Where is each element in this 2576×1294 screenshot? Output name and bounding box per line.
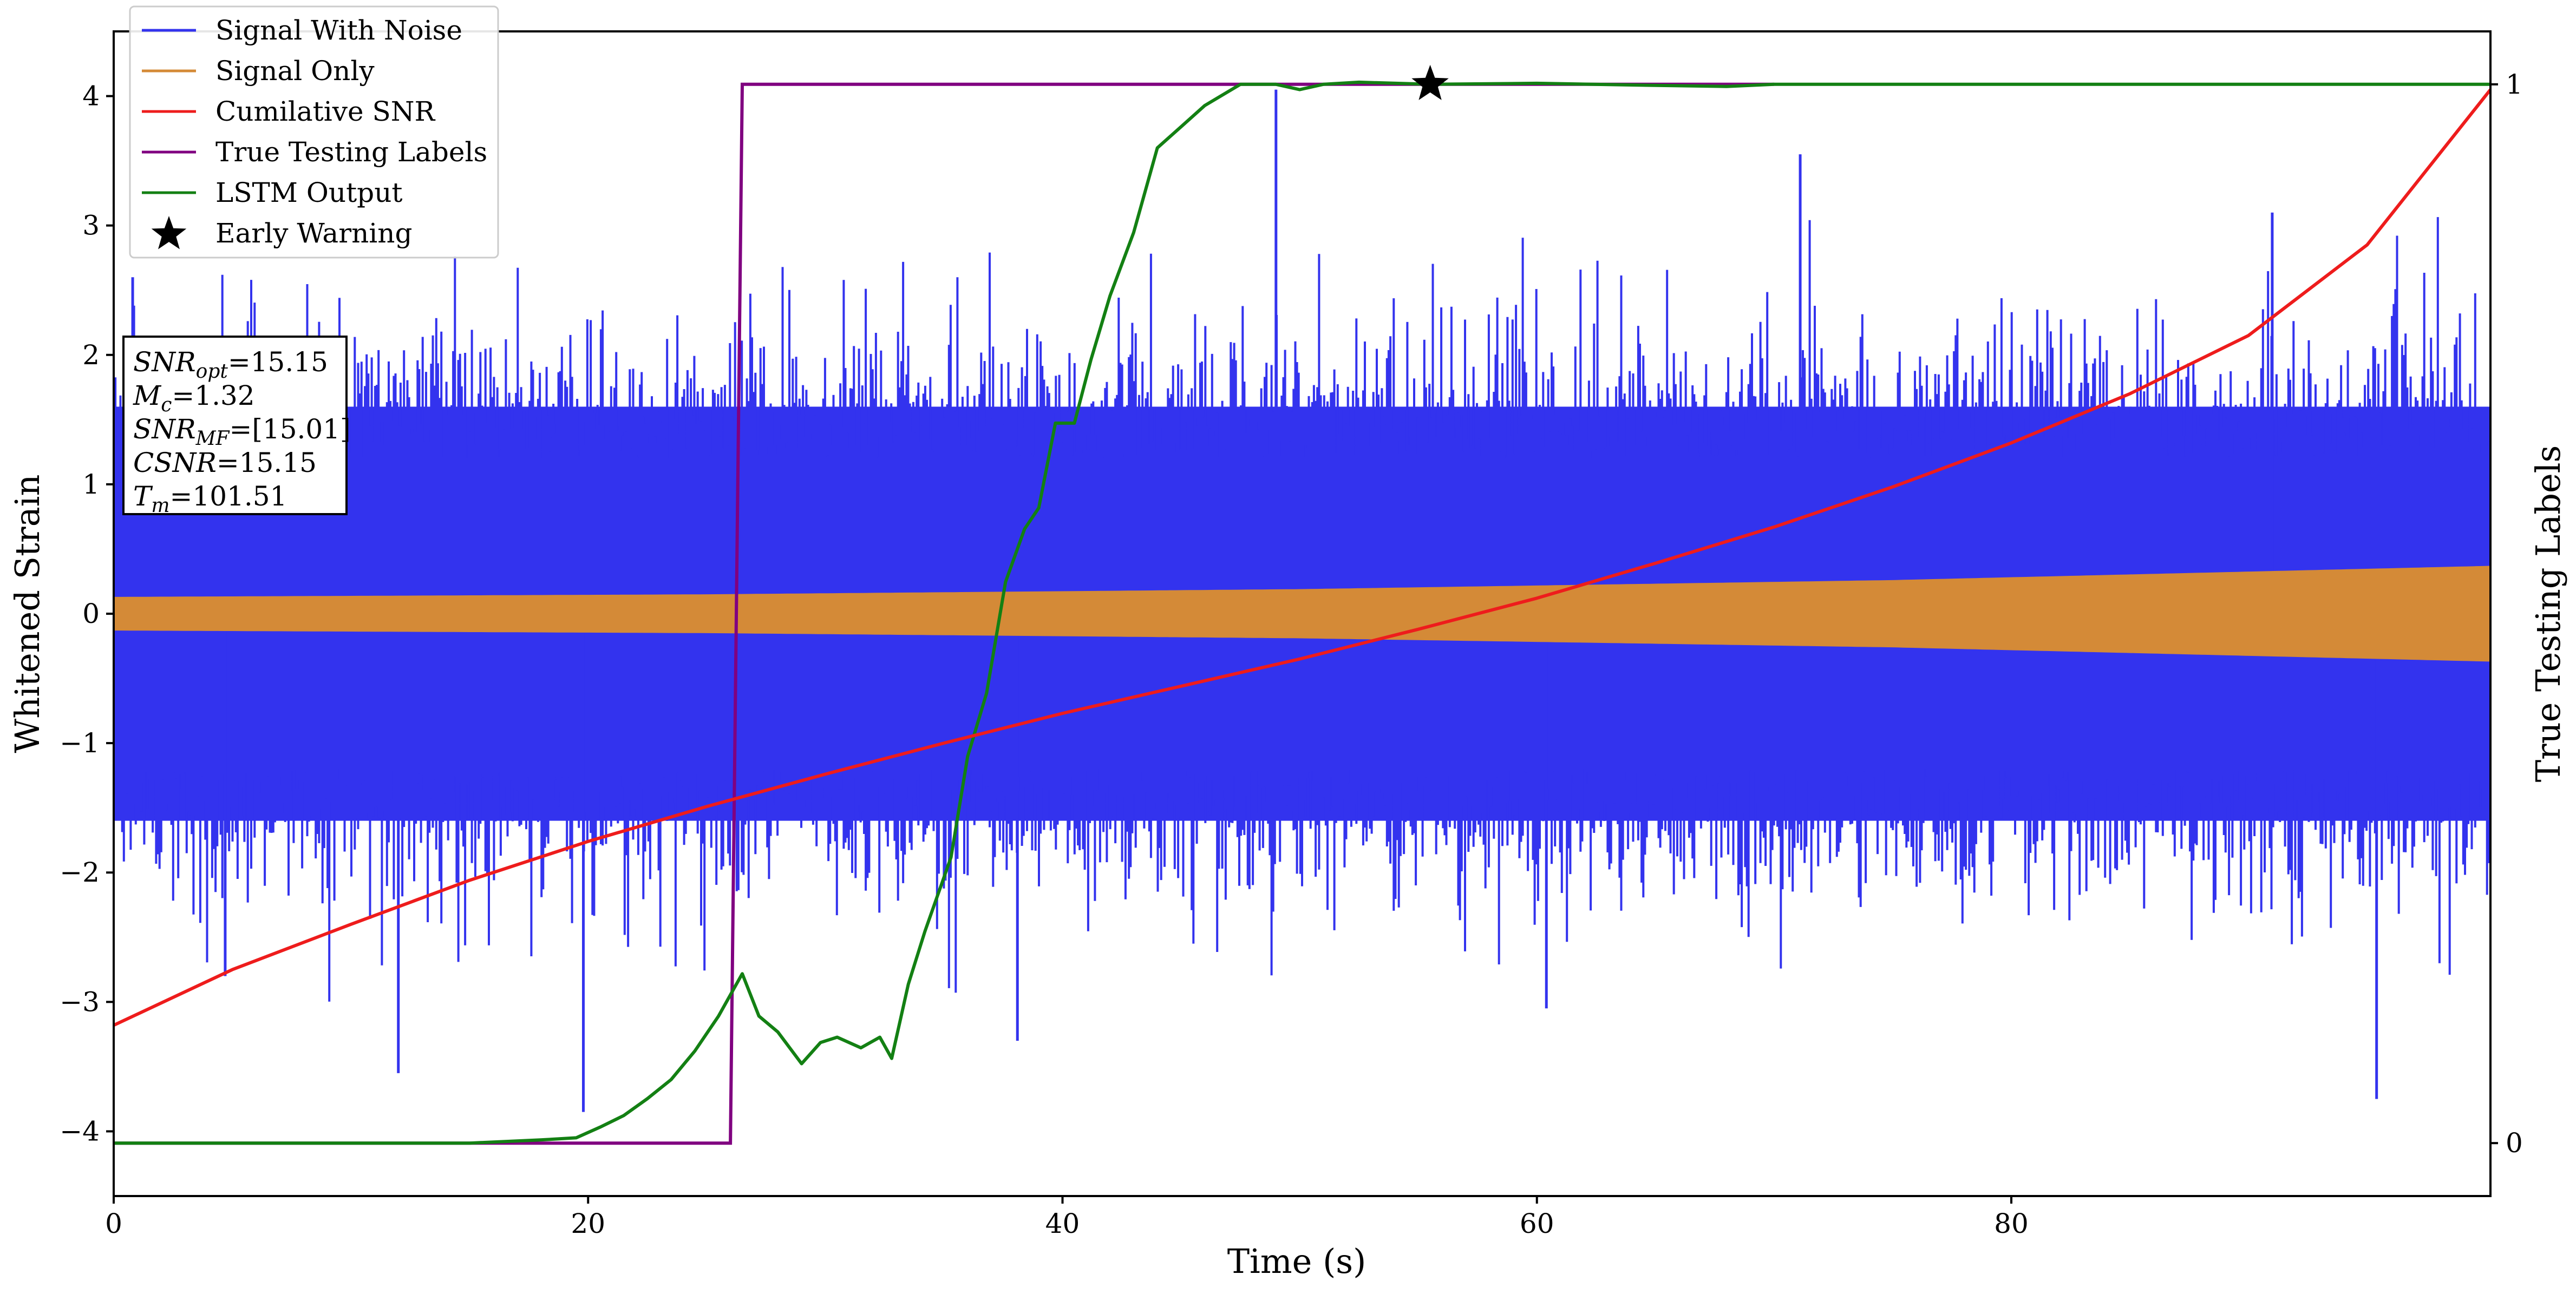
y2-tick-label: 0 [2506,1127,2523,1159]
annotation-box: SNRopt=15.15Mc=1.32SNRMF=[15.01]CSNR=15.… [122,336,351,517]
y-tick-label: −4 [60,1115,100,1147]
x-tick-label: 20 [571,1208,605,1239]
y-tick-label: 3 [82,210,100,241]
series-cumulative-snr [114,88,2490,1027]
annotation-box-frame [122,336,348,515]
annotation-line: SNRopt=15.15 [133,346,328,383]
x-tick-label: 60 [1520,1208,1554,1239]
legend-label: Signal Only [215,55,375,87]
x-tick-label: 40 [1045,1208,1080,1239]
y2-tick-label: 1 [2506,69,2523,100]
annotation-line: SNRMF=[15.01] [133,413,351,450]
y2-axis-title: True Testing Labels [2528,445,2568,783]
y-tick-label: −2 [60,857,100,888]
x-axis-title: Time (s) [1227,1242,1367,1281]
legend-label: Cumilative SNR [215,96,435,127]
y-tick-label: 2 [82,339,100,371]
lstm-output-line [114,80,2490,1145]
legend-label: True Testing Labels [215,136,487,168]
x-tick-label: 0 [105,1208,122,1239]
cumulative-snr-line [114,88,2490,1027]
series-signal-only [114,566,2490,662]
legend: Signal With Noise Signal Only Cumilative S… [129,5,499,259]
annotation-line: Tm=101.51 [133,481,287,517]
series-early-warning [1411,64,1449,100]
annotation-line: CSNR=15.15 [133,447,317,478]
y-tick-label: 0 [82,598,100,629]
legend-label: Signal With Noise [215,15,462,46]
y-tick-label: −1 [60,727,100,759]
plot-area [114,64,2490,1145]
legend-frame [129,5,499,259]
legend-swatch-star [151,216,187,249]
x-axis: 0 20 40 60 80 [105,1196,2029,1239]
legend-label: LSTM Output [215,177,402,208]
early-warning-marker [1411,64,1449,100]
y-axis-left: −4 −3 −2 −1 0 1 2 3 4 [60,81,114,1147]
legend-label: Early Warning [215,218,413,249]
y-axis-title: Whitened Strain [8,475,47,753]
y-tick-label: −3 [60,986,100,1017]
y-tick-label: 4 [82,81,100,112]
annotation-line: Mc=1.32 [133,380,255,416]
y-axis-right: 01 [2490,69,2523,1159]
signal-only-band [114,566,2490,662]
series-lstm-output [114,80,2490,1145]
x-tick-label: 80 [1994,1208,2029,1239]
y-tick-label: 1 [82,469,100,500]
